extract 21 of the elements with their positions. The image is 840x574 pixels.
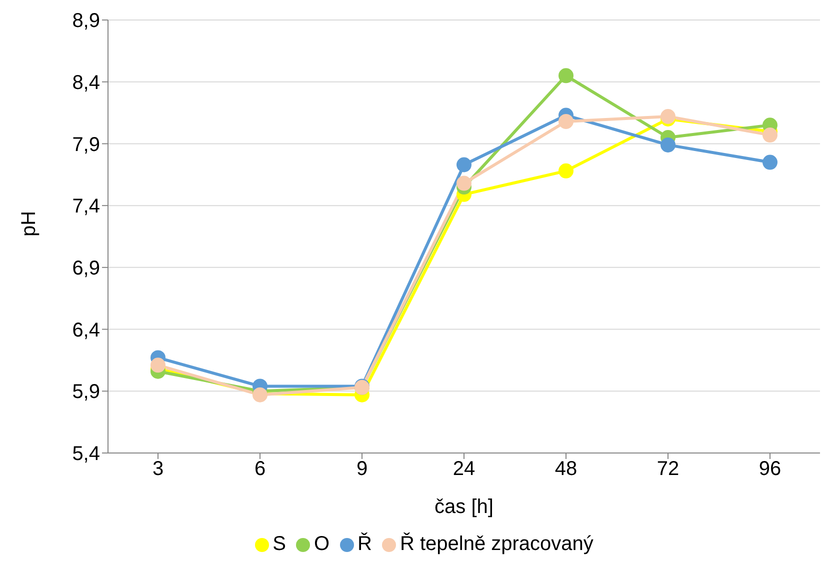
x-tick-label: 9 xyxy=(356,458,368,480)
y-tick-label: 7,4 xyxy=(72,196,100,218)
y-tick-label: 5,4 xyxy=(72,443,100,466)
y-tick-label: 8,9 xyxy=(72,10,100,32)
y-tick-label: 5,9 xyxy=(72,381,100,404)
y-axis-title: pH xyxy=(18,210,40,236)
x-tick-label: 96 xyxy=(758,458,782,480)
x-tick-label: 72 xyxy=(656,458,680,480)
y-tick-label: 6,4 xyxy=(72,319,100,342)
x-tick-label: 3 xyxy=(152,458,164,480)
legend-label: O xyxy=(314,533,330,555)
y-tick-label: 6,9 xyxy=(72,258,100,280)
legend-label: S xyxy=(272,533,286,555)
legend-label: Ř xyxy=(358,533,372,555)
legend-label: Ř tepelně zpracovaný xyxy=(400,533,594,555)
y-tick-label: 7,9 xyxy=(72,134,100,156)
x-tick-label: 24 xyxy=(452,458,476,480)
x-axis-title: čas [h] xyxy=(434,496,494,518)
y-tick-label: 8,4 xyxy=(72,72,100,94)
x-tick-label: 6 xyxy=(254,458,266,480)
x-tick-label: 48 xyxy=(554,458,578,480)
